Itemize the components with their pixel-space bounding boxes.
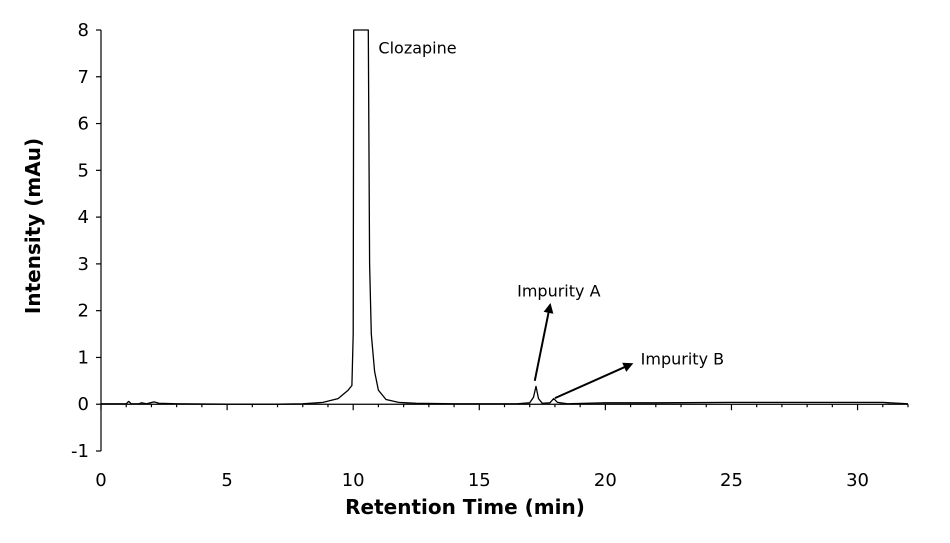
annotation-arrow	[554, 362, 634, 400]
chromatogram-trace	[101, 29, 909, 405]
y-tick-label: -1	[71, 441, 89, 462]
x-tick-label: 20	[594, 470, 617, 491]
annotations: Clozapine Impurity A Impurity B	[378, 38, 724, 400]
x-axis-title: Retention Time (min)	[345, 495, 585, 519]
x-tick-label: 15	[468, 470, 491, 491]
y-tick-label: 2	[78, 301, 89, 322]
y-tick-label: 7	[78, 67, 89, 88]
y-tick-label: 6	[78, 114, 89, 135]
y-tick-label: 8	[78, 20, 89, 41]
annotation-label: Impurity B	[641, 349, 724, 368]
annotation-arrow	[533, 303, 554, 382]
x-tick-label: 0	[95, 470, 106, 491]
x-tick-label: 25	[720, 470, 743, 491]
x-tick-label: 30	[846, 470, 869, 491]
annotation-label: Impurity A	[517, 282, 600, 301]
y-tick-label: 5	[78, 160, 89, 181]
y-tick-label: 0	[78, 394, 89, 415]
y-tick-label: 3	[78, 254, 89, 275]
y-tick-label: 4	[78, 207, 89, 228]
axes: -1 0 1 2 3 4 5 6 7 8 0 5 10 15 20 25 30	[71, 20, 909, 491]
x-tick-label: 5	[221, 470, 232, 491]
x-tick-label: 10	[342, 470, 365, 491]
plot-area	[101, 29, 909, 405]
y-tick-label: 1	[78, 347, 89, 368]
annotation-label: Clozapine	[378, 38, 456, 57]
y-axis-title: Intensity (mAu)	[21, 138, 45, 314]
